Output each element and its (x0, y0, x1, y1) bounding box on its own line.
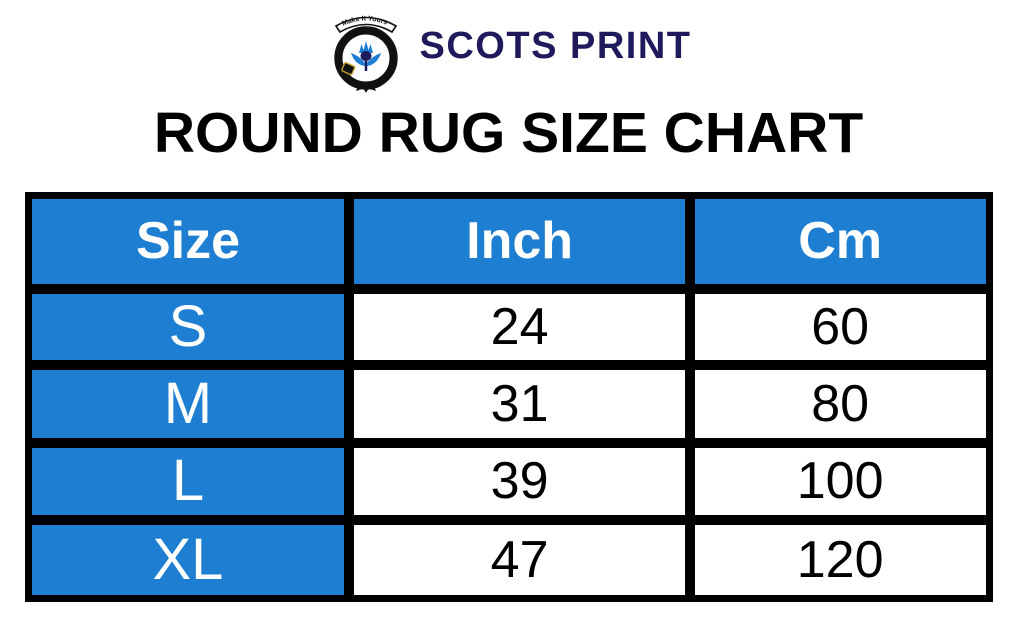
row-s-size-cell: S (31, 293, 345, 360)
clan-crest-emblem-icon: Make It Yours (333, 15, 398, 93)
row-s-inch-cell: 24 (354, 293, 685, 360)
header-cell-size: Size (31, 198, 345, 284)
row-s-cm-cell: 60 (694, 293, 986, 360)
row-m-size-cell: M (31, 369, 345, 438)
row-l-cm-cell: 100 (694, 447, 986, 515)
row-xl-inch-cell: 47 (354, 524, 685, 595)
thistle-flower-icon (358, 41, 373, 53)
size-chart-table: Size Inch Cm S 24 60 M 31 80 L 39 100 XL… (24, 191, 993, 602)
header-cell-inch: Inch (354, 198, 685, 284)
row-l-size-cell: L (31, 447, 345, 515)
row-m-inch-cell: 31 (354, 369, 685, 438)
row-xl-cm-cell: 120 (694, 524, 986, 595)
row-l-inch-cell: 39 (354, 447, 685, 515)
brand-wordmark: SCOTS PRINT (419, 25, 692, 67)
logo: Make It Yours SCOTS PRINT (0, 0, 1017, 93)
row-m-cm-cell: 80 (694, 369, 986, 438)
header-cell-cm: Cm (694, 198, 986, 284)
row-xl-size-cell: XL (31, 524, 345, 595)
page-title: ROUND RUG SIZE CHART (153, 101, 864, 165)
